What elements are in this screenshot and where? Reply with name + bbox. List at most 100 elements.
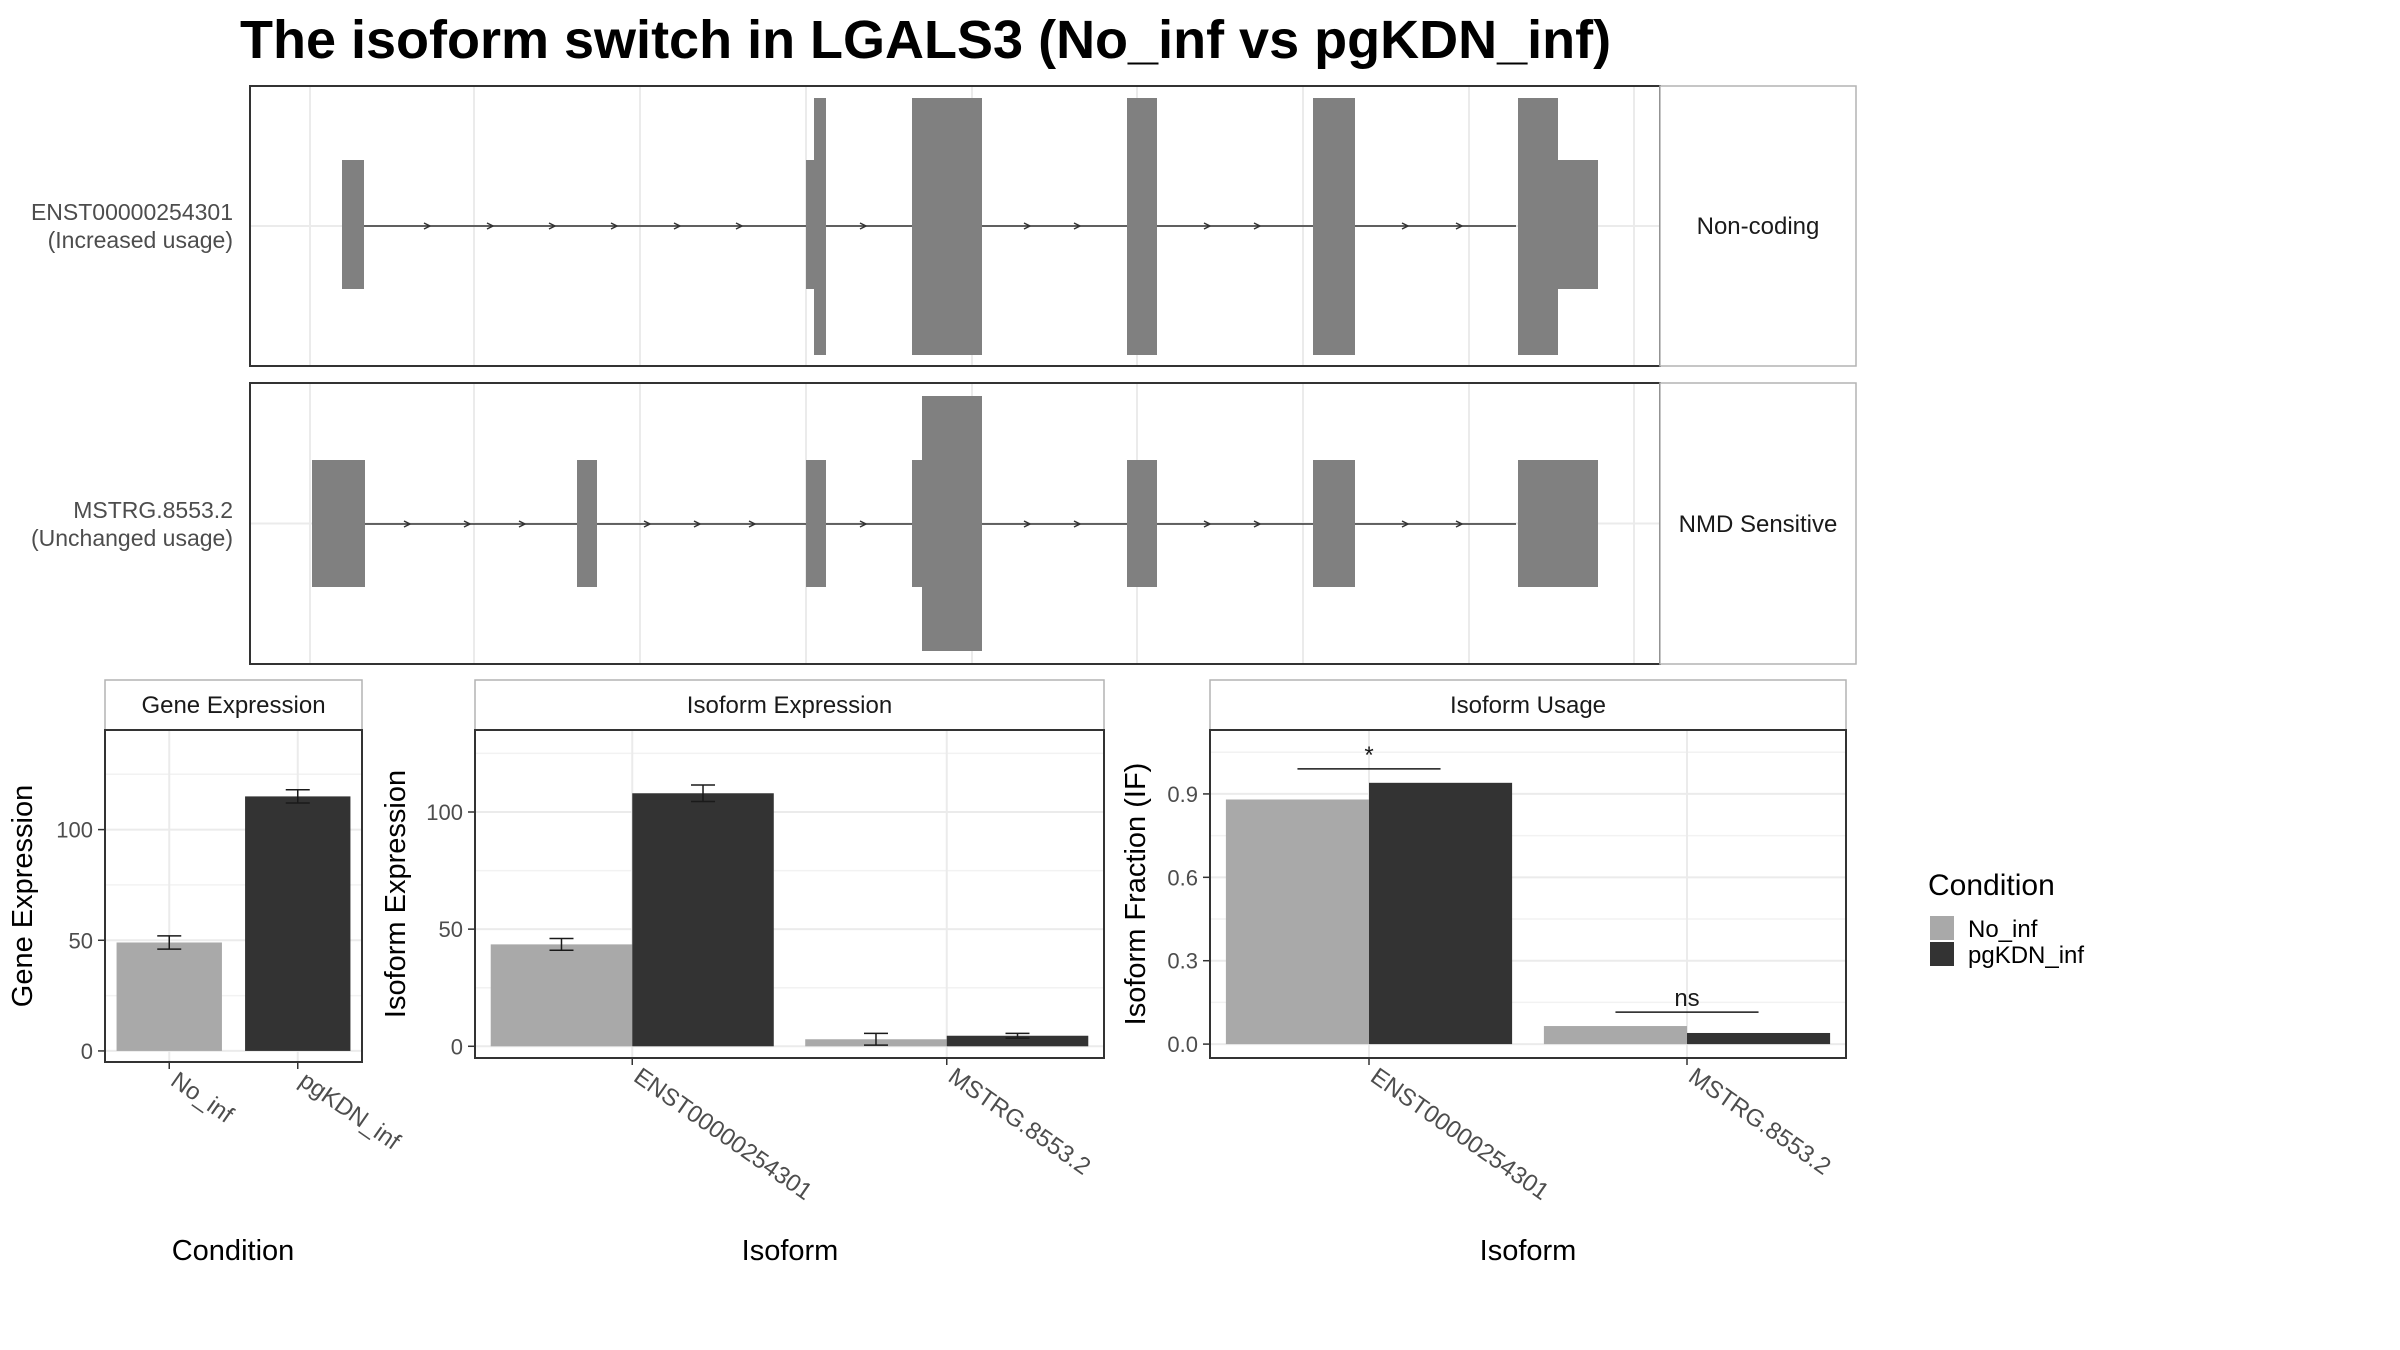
panel-border [104, 729, 363, 1063]
track-1-strip: Non-coding [1659, 85, 1857, 367]
isoform-usage-chart: Isoform Usage * ns 0.0 0.3 0.6 0.9 ENST00000254… [1120, 679, 1847, 1267]
panel-strip-title: Isoform Expression [687, 692, 892, 719]
intron-arrow [486, 222, 495, 230]
y-tick-label: 50 [439, 917, 463, 942]
intron-arrow [693, 520, 702, 528]
legend-title: Condition [1928, 869, 2055, 902]
exon-1-8 [1556, 160, 1598, 289]
isoform-expression-chart: Isoform Expression 0 50 100 ENST00000254301 M… [380, 679, 1105, 1267]
exon-1-1 [342, 160, 364, 289]
track-1-panel [249, 85, 1661, 367]
x-tick-label: No_inf [166, 1067, 239, 1129]
track-1-exons [342, 98, 1598, 355]
error-bar [549, 937, 574, 951]
exon-2-2 [577, 460, 597, 587]
track-2-panel [249, 382, 1661, 665]
y-axis-title: Isoform Fraction (IF) [1120, 763, 1152, 1026]
bar [946, 1035, 1089, 1047]
y-tick-label: 0.9 [1167, 782, 1198, 807]
exon-2-5 [922, 396, 982, 651]
intron-arrow [1401, 222, 1410, 230]
intron-arrow [1253, 222, 1262, 230]
x-tick-label: ENST00000254301 [1366, 1063, 1554, 1206]
intron-arrow [518, 520, 527, 528]
significance-label: * [1364, 742, 1373, 769]
track-1-intron-arrows [423, 222, 1464, 230]
intron-arrow [1073, 520, 1082, 528]
panel-strip-title: Isoform Usage [1450, 692, 1606, 719]
x-tick-label: MSTRG.8553.2 [1684, 1063, 1836, 1181]
intron-arrow [1253, 520, 1262, 528]
bar [632, 793, 774, 1047]
intron-arrow [748, 520, 757, 528]
intron-arrow [463, 520, 472, 528]
bar [116, 942, 222, 1051]
y-tick-label: 0 [451, 1034, 463, 1059]
intron-arrow [403, 520, 412, 528]
intron-arrow [610, 222, 619, 230]
exon-1-4 [912, 98, 982, 355]
error-bar [1005, 1032, 1030, 1039]
y-tick-label: 100 [56, 818, 93, 843]
exon-1-7 [1518, 98, 1558, 355]
x-axis-title: Isoform [1480, 1235, 1577, 1267]
intron-arrow [859, 222, 868, 230]
intron-arrow [1401, 520, 1410, 528]
x-tick-label: ENST00000254301 [629, 1063, 817, 1206]
figure-title: The isoform switch in LGALS3 (No_inf vs … [240, 10, 1611, 70]
panel-border [1209, 729, 1847, 1059]
track-2-intron-arrows [403, 520, 1464, 528]
exon-1-5 [1127, 98, 1157, 355]
exon-2-4 [912, 460, 924, 587]
exon-1-3 [814, 98, 826, 355]
structure-track-2: MSTRG.8553.2 (Unchanged usage) NMD Sen [31, 382, 1857, 665]
exon-1-2 [806, 160, 816, 289]
intron-arrow [859, 520, 868, 528]
y-tick-label: 50 [69, 928, 93, 953]
y-tick-label: 0.3 [1167, 949, 1198, 974]
legend-swatch-pgkdn-inf [1930, 942, 1954, 966]
intron-arrow [1455, 222, 1464, 230]
panel-border [474, 729, 1105, 1059]
intron-arrow [673, 222, 682, 230]
intron-arrow [1203, 222, 1212, 230]
intron-arrow [423, 222, 432, 230]
bar [1687, 1032, 1831, 1045]
exon-2-8 [1518, 460, 1598, 587]
intron-arrow [548, 222, 557, 230]
exon-2-6 [1127, 460, 1157, 587]
y-tick-label: 100 [426, 800, 463, 825]
intron-arrow [735, 222, 744, 230]
track-1-name: ENST00000254301 [31, 199, 233, 225]
exon-2-3 [806, 460, 826, 587]
exon-1-6 [1313, 98, 1355, 355]
bar [1369, 782, 1513, 1045]
error-bar [863, 1032, 888, 1046]
track-1-annotation: Non-coding [1697, 213, 1820, 240]
legend-label-no-inf: No_inf [1968, 916, 2038, 943]
gene-expression-chart: Gene Expression 0 50 100 No_inf pgKDN_inf Gene… [7, 679, 405, 1267]
track-2-name: MSTRG.8553.2 [73, 497, 233, 523]
track-2-annotation: NMD Sensitive [1679, 511, 1838, 538]
bar [1543, 1026, 1687, 1045]
intron-arrow [643, 520, 652, 528]
intron-arrow [1073, 222, 1082, 230]
track-2-strip: NMD Sensitive [1659, 382, 1857, 665]
y-axis-title: Gene Expression [7, 785, 39, 1007]
track-1-usage: (Increased usage) [48, 227, 233, 253]
error-bar [157, 935, 182, 950]
x-axis-title: Condition [172, 1235, 295, 1267]
legend-label-pgkdn-inf: pgKDN_inf [1968, 942, 2084, 969]
x-tick-label: pgKDN_inf [294, 1067, 405, 1156]
legend: Condition No_inf pgKDN_inf [1928, 869, 2084, 969]
intron-arrow [1203, 520, 1212, 528]
intron-arrow [1455, 520, 1464, 528]
panel-strip [1209, 679, 1847, 731]
panel-strip-title: Gene Expression [141, 692, 325, 719]
exon-2-1 [312, 460, 365, 587]
y-tick-label: 0 [81, 1039, 93, 1064]
bar [490, 944, 633, 1047]
intron-arrow [1023, 520, 1032, 528]
exon-2-7 [1313, 460, 1355, 587]
